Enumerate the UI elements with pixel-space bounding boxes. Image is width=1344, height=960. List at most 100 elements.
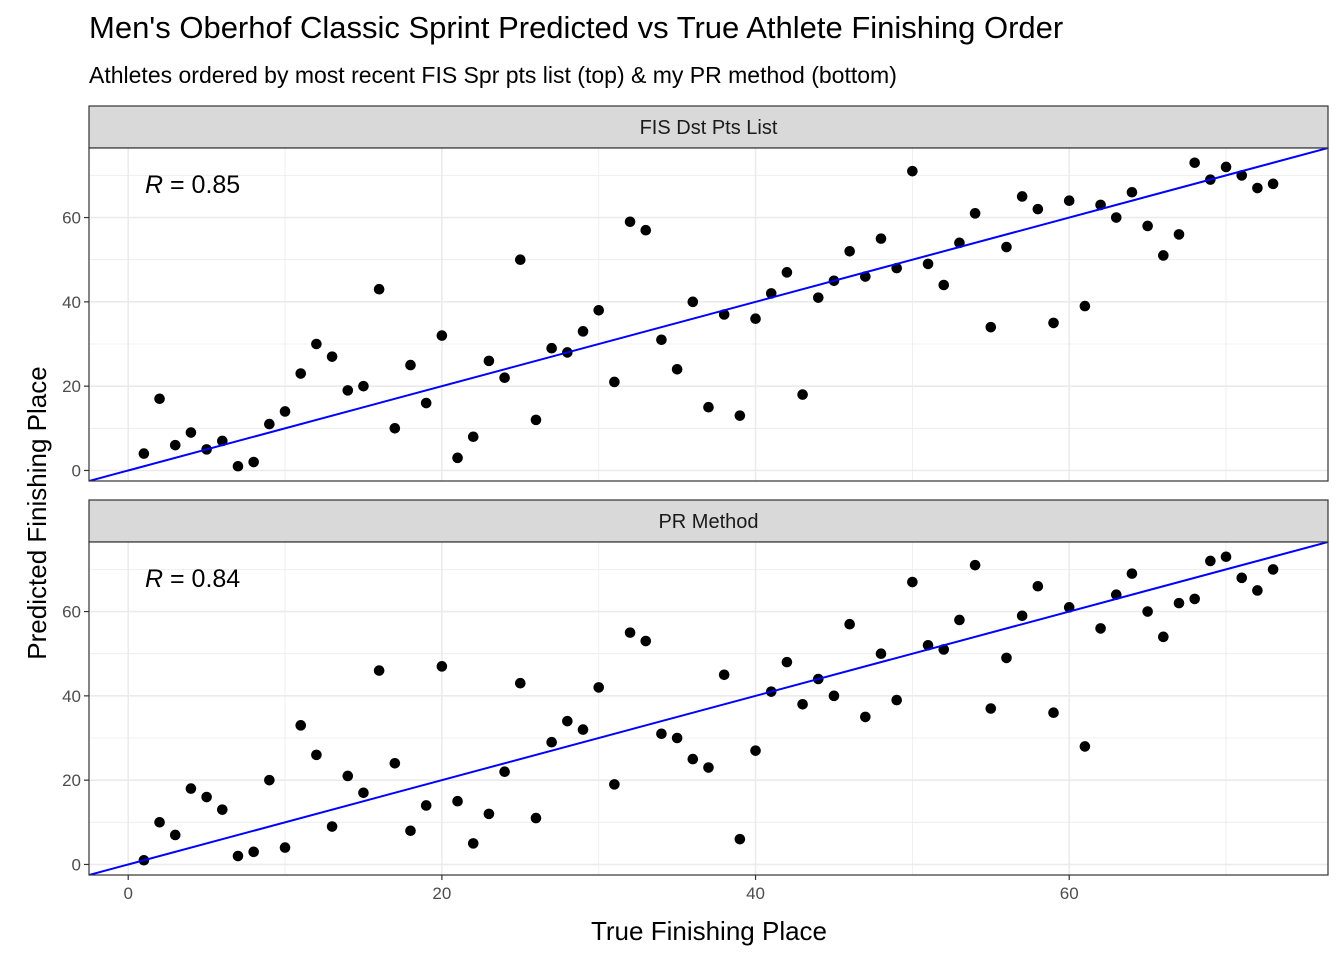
data-point xyxy=(185,783,197,794)
data-point xyxy=(656,334,667,346)
reference-line xyxy=(89,542,1328,875)
data-point xyxy=(514,254,526,266)
panel-border xyxy=(88,147,1329,482)
data-point xyxy=(907,165,918,177)
data-point xyxy=(530,414,542,426)
data-point xyxy=(985,321,997,333)
panel-1: PR Method R = 0.84 0 20 40 60 0 20 40 60 xyxy=(62,499,1329,903)
data-point xyxy=(577,326,589,337)
data-point xyxy=(295,720,307,731)
data-point xyxy=(264,418,275,430)
data-point xyxy=(750,745,761,756)
data-point xyxy=(326,821,338,832)
data-point xyxy=(373,665,385,676)
data-point xyxy=(232,460,244,472)
data-point xyxy=(420,800,432,811)
panel-0: FIS Dst Pts List R = 0.85 0 20 40 60 xyxy=(62,105,1329,482)
data-point xyxy=(358,380,369,392)
data-point xyxy=(609,376,620,388)
data-point xyxy=(954,614,965,626)
data-point xyxy=(154,817,165,828)
data-point xyxy=(718,669,730,681)
data-point xyxy=(1016,610,1028,622)
data-point xyxy=(985,703,997,714)
data-point xyxy=(1267,178,1279,190)
data-point xyxy=(1079,741,1091,752)
data-point xyxy=(1142,220,1153,232)
data-point xyxy=(342,385,354,396)
data-point xyxy=(969,208,981,219)
data-point xyxy=(1095,623,1106,634)
data-point xyxy=(373,283,385,295)
data-point xyxy=(436,661,448,672)
data-point xyxy=(797,698,808,710)
data-point xyxy=(311,749,322,761)
data-point xyxy=(326,351,338,362)
data-point xyxy=(546,342,557,354)
x-tick-label: 0 xyxy=(123,884,132,903)
data-point xyxy=(248,846,259,858)
data-point xyxy=(1048,707,1059,719)
data-point xyxy=(1110,212,1122,223)
data-point xyxy=(217,804,228,815)
data-point xyxy=(264,774,275,786)
data-point xyxy=(499,766,510,778)
data-point xyxy=(1032,580,1044,592)
data-point xyxy=(891,694,903,706)
y-tick-label: 20 xyxy=(62,377,81,396)
data-point xyxy=(640,224,652,236)
data-point xyxy=(703,401,714,413)
data-point xyxy=(1048,317,1059,329)
data-point xyxy=(138,448,150,459)
data-point xyxy=(342,770,354,782)
data-point xyxy=(907,576,918,588)
data-point xyxy=(248,456,259,468)
data-point xyxy=(593,304,605,316)
facet-strip-label: FIS Dst Pts List xyxy=(640,117,778,139)
data-point xyxy=(1173,597,1185,609)
data-point xyxy=(828,690,840,702)
y-tick-label: 20 xyxy=(62,771,81,790)
data-point xyxy=(185,427,197,438)
y-axis-title: Predicted Finishing Place xyxy=(22,366,52,659)
y-tick-label: 0 xyxy=(72,855,81,874)
data-point xyxy=(860,711,871,723)
data-point xyxy=(1063,195,1075,206)
data-point xyxy=(1267,564,1279,575)
facet-strip xyxy=(88,499,1329,543)
data-point xyxy=(656,728,667,740)
data-point xyxy=(875,648,887,660)
data-point xyxy=(1126,568,1138,579)
data-point xyxy=(201,791,212,803)
data-point xyxy=(1079,300,1091,312)
data-point xyxy=(1205,555,1216,567)
data-point xyxy=(844,618,855,630)
y-tick-label: 0 xyxy=(72,461,81,480)
data-point xyxy=(1016,191,1028,202)
data-point xyxy=(1001,652,1012,664)
data-point xyxy=(1189,593,1200,605)
correlation-value: = 0.85 xyxy=(163,171,240,199)
data-point xyxy=(922,258,934,270)
data-point xyxy=(844,245,855,257)
data-point xyxy=(483,808,495,820)
data-point xyxy=(514,677,526,689)
data-point xyxy=(1001,241,1012,253)
data-point xyxy=(671,732,683,744)
data-point xyxy=(436,330,448,341)
data-point xyxy=(232,850,244,862)
data-point xyxy=(781,656,793,668)
data-point xyxy=(279,406,291,417)
data-point xyxy=(969,559,981,571)
data-point xyxy=(875,233,887,244)
data-point xyxy=(671,363,683,375)
data-point xyxy=(405,359,416,371)
data-point xyxy=(1126,186,1138,198)
data-point xyxy=(703,762,714,773)
data-point xyxy=(1158,631,1169,643)
data-point xyxy=(562,715,573,727)
data-point xyxy=(389,423,401,434)
data-point xyxy=(483,355,495,367)
